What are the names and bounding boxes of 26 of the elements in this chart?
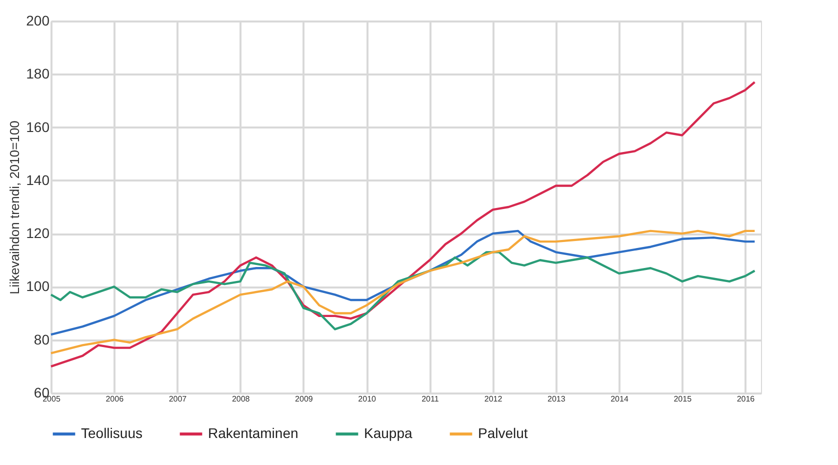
- x-tick-label: 2011: [422, 394, 440, 404]
- legend-label: Kauppa: [364, 425, 412, 441]
- line-series: [50, 251, 756, 330]
- y-tick-label: 80: [34, 331, 50, 348]
- x-tick-label: 2014: [610, 394, 629, 404]
- y-tick-label: 120: [26, 225, 50, 242]
- y-axis-title: Liikevaihdon trendi, 2010=100: [7, 120, 22, 294]
- legend-label: Palvelut: [478, 425, 528, 441]
- x-tick-label: 2013: [547, 394, 566, 404]
- y-tick-label: 140: [26, 172, 50, 188]
- x-tick-label: 2012: [484, 394, 503, 404]
- x-tick-label: 2007: [168, 394, 188, 404]
- y-tick-label: 200: [26, 12, 50, 28]
- x-tick-label: 2015: [674, 394, 692, 404]
- x-tick-label: 2010: [358, 394, 377, 404]
- y-tick-label: 160: [26, 118, 50, 135]
- y-tick-label: 180: [26, 66, 50, 82]
- line-series: [50, 81, 756, 368]
- x-tick-label: 2016: [736, 394, 756, 404]
- x-tick-label: 2008: [232, 394, 250, 404]
- legend-label: Teollisuus: [81, 425, 142, 441]
- x-tick-label: 2009: [295, 394, 314, 404]
- y-tick-label: 100: [26, 278, 50, 294]
- x-tick-label: 2006: [106, 394, 124, 404]
- x-tick-label: 2005: [42, 394, 61, 404]
- legend-label: Rakentaminen: [208, 425, 298, 441]
